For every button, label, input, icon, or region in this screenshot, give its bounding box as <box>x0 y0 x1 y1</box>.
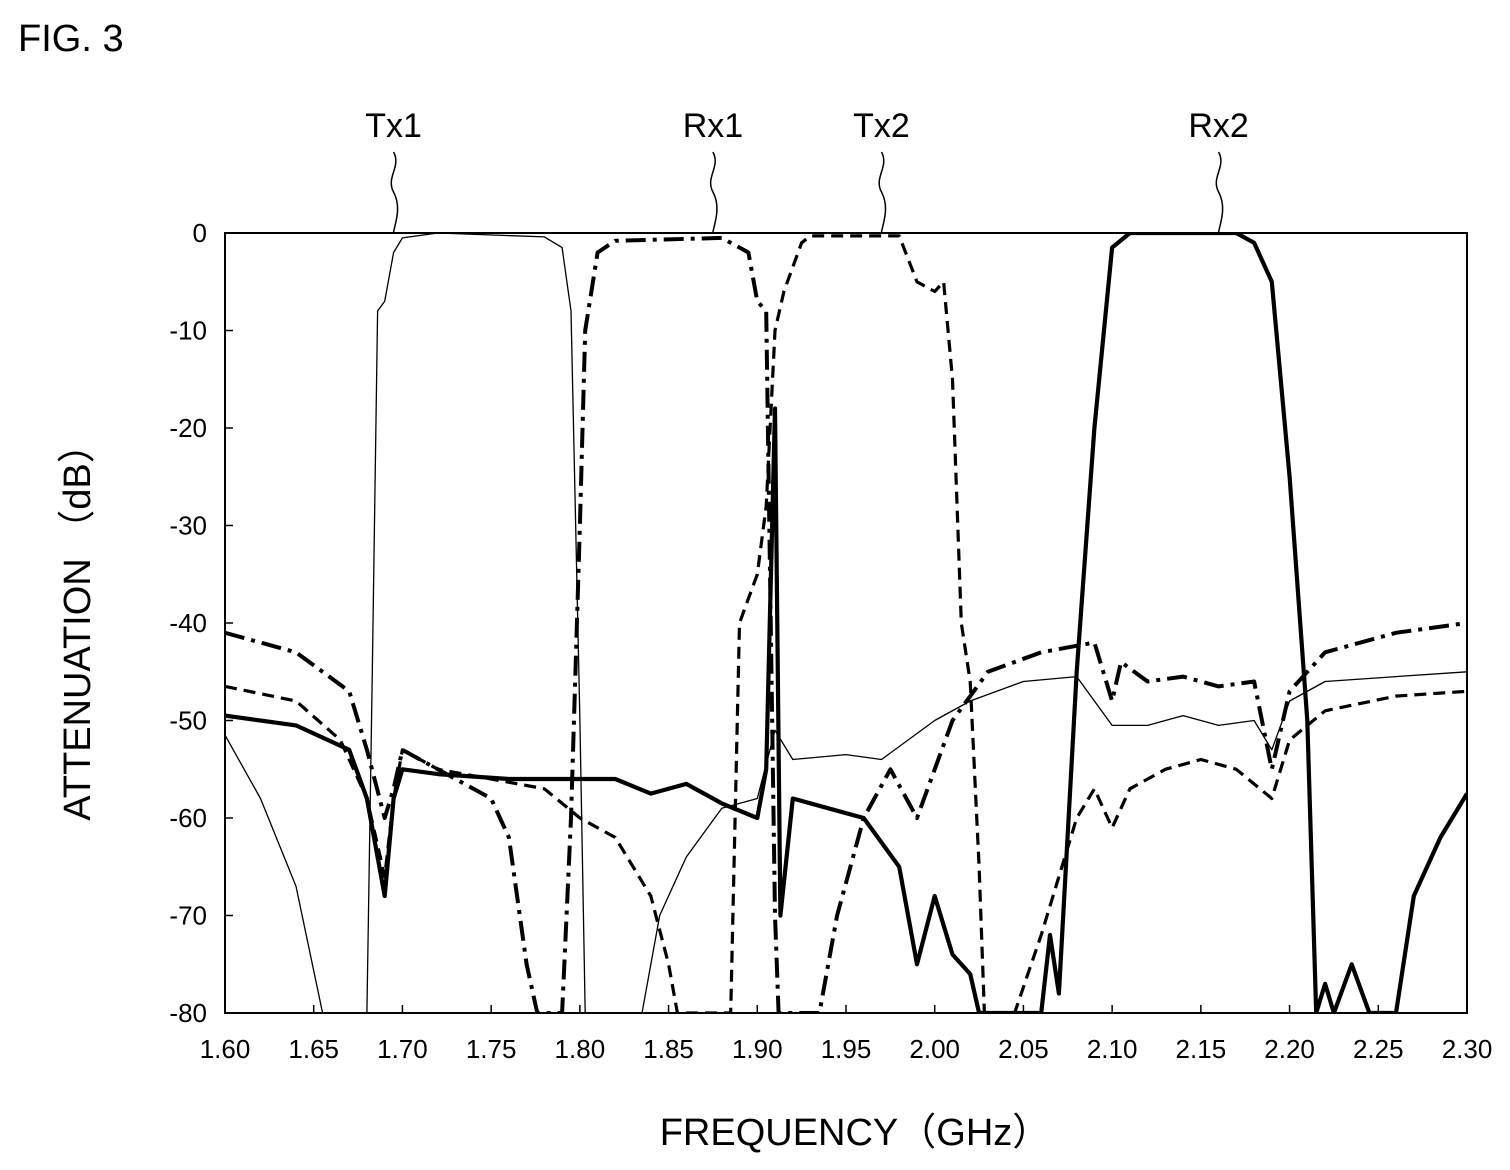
series-label-rx2: Rx2 <box>1188 107 1248 145</box>
series-line-tx1 <box>225 233 1467 1013</box>
series-line-rx1 <box>225 235 1467 1013</box>
x-tick-label: 2.05 <box>998 1034 1049 1064</box>
y-tick-label: -70 <box>169 901 207 931</box>
plot-frame <box>224 232 1468 1014</box>
series-line-tx2 <box>225 234 1467 1013</box>
y-axis-ticks: 0 -10 -20 -30 -40 -50 -60 -70 -80 <box>169 218 233 1028</box>
y-tick-label: -60 <box>169 803 207 833</box>
series-label-rx1: Rx1 <box>683 107 743 145</box>
x-tick-label: 2.30 <box>1442 1034 1493 1064</box>
y-tick-label: -80 <box>169 998 207 1028</box>
series-leader-rx1 <box>709 151 718 233</box>
y-tick-label: -30 <box>169 511 207 541</box>
y-tick-label: -20 <box>169 413 207 443</box>
x-tick-label: 2.25 <box>1353 1034 1404 1064</box>
x-tick-label: 2.00 <box>909 1034 960 1064</box>
figure-label: FIG. 3 <box>18 18 124 60</box>
series-leader-rx2 <box>1215 151 1224 233</box>
x-tick-label: 1.70 <box>377 1034 428 1064</box>
y-tick-label: -50 <box>169 706 207 736</box>
x-tick-label: 1.60 <box>200 1034 251 1064</box>
y-tick-label: 0 <box>193 218 207 248</box>
x-axis-title: FREQUENCY（GHz） <box>660 1112 1051 1154</box>
x-axis-ticks: 1.60 1.65 1.70 1.75 1.80 1.85 1.90 1.95 2.00 2.05… <box>200 1005 1493 1064</box>
x-tick-label: 1.80 <box>555 1034 606 1064</box>
series-layer <box>225 233 1467 1013</box>
x-tick-label: 1.90 <box>732 1034 783 1064</box>
series-leader-tx2 <box>878 151 887 233</box>
series-leader-tx1 <box>390 151 399 233</box>
x-tick-label: 1.95 <box>821 1034 872 1064</box>
series-label-tx1: Tx1 <box>365 107 422 145</box>
y-tick-label: -40 <box>169 608 207 638</box>
x-tick-label: 2.20 <box>1264 1034 1315 1064</box>
y-axis-title: ATTENUATION （dB） <box>57 425 99 821</box>
series-label-tx2: Tx2 <box>853 107 910 145</box>
series-line-rx2 <box>225 233 1467 1013</box>
series-labels: Tx1 Rx1 Tx2 Rx2 <box>365 107 1249 233</box>
y-tick-label: -10 <box>169 316 207 346</box>
x-tick-label: 1.65 <box>288 1034 339 1064</box>
x-tick-label: 2.15 <box>1176 1034 1227 1064</box>
x-tick-label: 2.10 <box>1087 1034 1138 1064</box>
x-tick-label: 1.75 <box>466 1034 517 1064</box>
x-tick-label: 1.85 <box>643 1034 694 1064</box>
